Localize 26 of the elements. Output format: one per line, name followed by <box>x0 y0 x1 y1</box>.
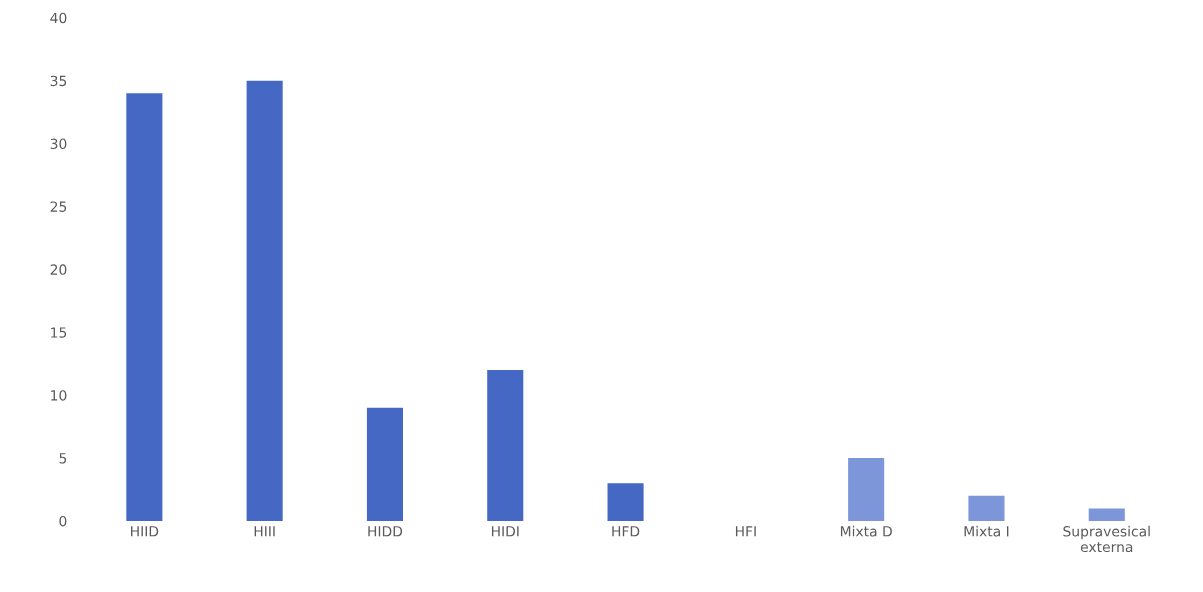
x-tick-label: HIDD <box>368 526 403 537</box>
y-tick-label: 35 <box>50 75 67 87</box>
x-tick-label: Supravesical externa <box>1063 525 1150 553</box>
y-tick-label: 30 <box>50 138 67 150</box>
bar <box>968 495 1005 521</box>
bar <box>607 483 644 521</box>
x-tick-label: HIID <box>131 526 159 537</box>
y-tick-label: 0 <box>59 515 67 527</box>
bar <box>126 93 163 521</box>
bar <box>1088 508 1125 521</box>
y-tick-label: 5 <box>59 453 67 464</box>
y-tick-label: 25 <box>50 201 67 212</box>
bar <box>366 407 404 521</box>
y-tick-label: 10 <box>51 390 67 401</box>
y-tick-label: 20 <box>50 264 67 275</box>
y-tick-label: 15 <box>51 327 67 338</box>
bar <box>487 370 524 521</box>
x-tick-label: HIII <box>254 526 275 537</box>
bar <box>848 458 885 521</box>
bar <box>246 80 283 521</box>
x-tick-label: HIDI <box>491 526 519 537</box>
x-tick-label: Mixta D <box>840 525 892 537</box>
x-tick-label: HFI <box>735 526 756 537</box>
x-tick-label: Mixta I <box>964 525 1009 537</box>
y-tick-label: 40 <box>50 12 67 24</box>
x-tick-label: HFD <box>612 526 640 537</box>
